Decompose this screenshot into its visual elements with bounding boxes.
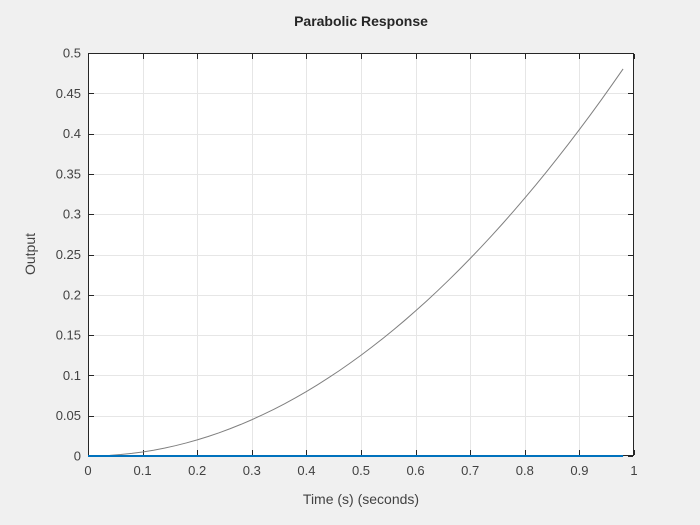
y-axis-label: Output	[22, 232, 38, 276]
x-tick-label: 0.8	[516, 463, 534, 478]
x-tick-label: 0.4	[297, 463, 315, 478]
y-tick-label: 0.3	[63, 207, 81, 222]
x-tick-label: 0.9	[570, 463, 588, 478]
x-tick-label: 1	[630, 463, 637, 478]
y-tick-label: 0	[74, 449, 81, 464]
y-tick-label: 0.05	[56, 408, 81, 423]
x-tick-label: 0.1	[134, 463, 152, 478]
y-tick-label: 0.45	[56, 86, 81, 101]
y-tick-label: 0.5	[63, 46, 81, 61]
y-tick-label: 0.1	[63, 368, 81, 383]
x-tick-label: 0.3	[243, 463, 261, 478]
y-tick-label: 0.4	[63, 126, 81, 141]
x-tick-label: 0.5	[352, 463, 370, 478]
x-tick-label: 0.2	[188, 463, 206, 478]
x-tick-label: 0	[84, 463, 91, 478]
x-axis-label: Time (s) (seconds)	[302, 491, 420, 507]
y-tick-label: 0.25	[56, 247, 81, 262]
y-tick-label: 0.15	[56, 328, 81, 343]
x-tick-label: 0.7	[461, 463, 479, 478]
series-parabolic-response-curve	[87, 68, 624, 457]
y-tick-label: 0.35	[56, 166, 81, 181]
x-tick-label: 0.6	[407, 463, 425, 478]
y-tick-label: 0.2	[63, 287, 81, 302]
chart-title: Parabolic Response	[294, 13, 428, 29]
